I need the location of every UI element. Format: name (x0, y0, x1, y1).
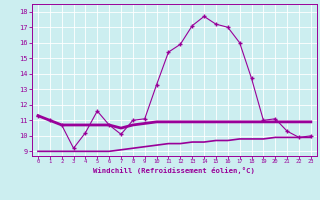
X-axis label: Windchill (Refroidissement éolien,°C): Windchill (Refroidissement éolien,°C) (93, 167, 255, 174)
